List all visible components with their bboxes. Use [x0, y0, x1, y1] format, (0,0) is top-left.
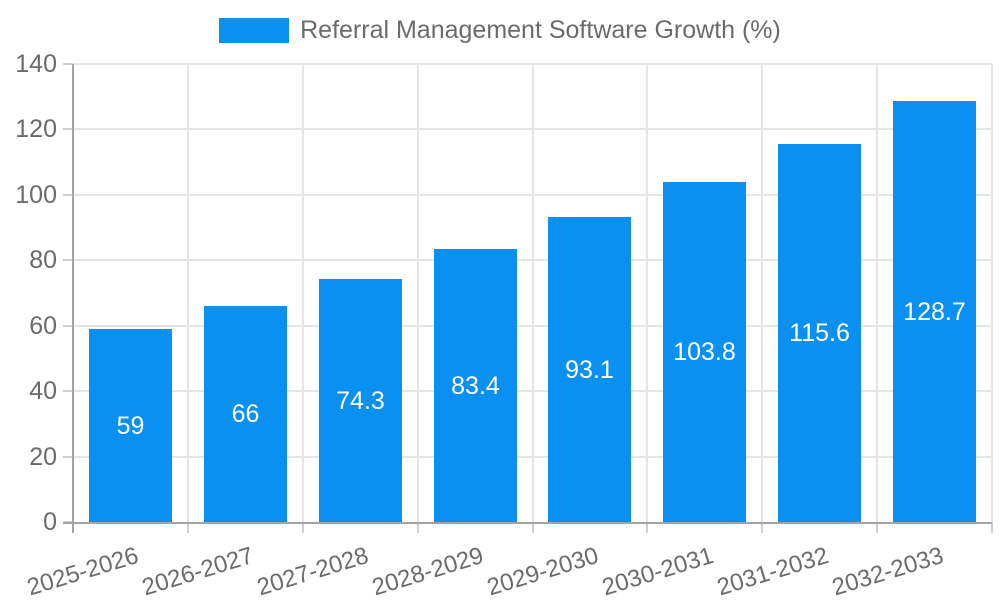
x-tick-label: 2027-2028 — [254, 542, 372, 600]
y-tick-mark — [63, 456, 73, 458]
x-tick-label: 2030-2031 — [599, 542, 717, 600]
x-tick-label: 2029-2030 — [484, 542, 602, 600]
bar-value-label: 115.6 — [789, 319, 850, 347]
bar-value-label: 66 — [231, 400, 260, 428]
bar[interactable] — [663, 182, 746, 522]
x-tick-mark — [532, 522, 534, 533]
x-gridline — [532, 64, 534, 522]
y-tick-label: 40 — [29, 377, 57, 405]
x-gridline — [991, 64, 993, 522]
y-axis-line — [72, 64, 74, 522]
y-tick-label: 100 — [15, 181, 57, 209]
legend-label: Referral Management Software Growth (%) — [300, 16, 781, 44]
x-tick-mark — [761, 522, 763, 533]
y-tick-mark — [63, 128, 73, 130]
bar-value-label: 103.8 — [673, 338, 736, 366]
bar[interactable] — [893, 101, 976, 522]
y-tick-label: 0 — [43, 508, 57, 536]
y-tick-mark — [63, 390, 73, 392]
y-tick-mark — [63, 194, 73, 196]
x-tick-mark — [991, 522, 993, 533]
y-tick-label: 140 — [15, 50, 57, 78]
legend[interactable]: Referral Management Software Growth (%) — [0, 16, 1000, 45]
x-tick-mark — [646, 522, 648, 533]
bar-value-label: 59 — [116, 412, 145, 440]
x-tick-label: 2028-2029 — [369, 542, 487, 600]
y-tick-label: 120 — [15, 115, 57, 143]
bar-value-label: 93.1 — [565, 356, 614, 384]
y-tick-label: 80 — [29, 246, 57, 274]
x-tick-mark — [876, 522, 878, 533]
x-tick-mark — [72, 522, 74, 533]
bar[interactable] — [778, 144, 861, 522]
x-gridline — [417, 64, 419, 522]
x-tick-label: 2026-2027 — [139, 542, 257, 600]
x-gridline — [761, 64, 763, 522]
x-tick-label: 2031-2032 — [714, 542, 832, 600]
bar-value-label: 128.7 — [903, 298, 966, 326]
x-tick-label: 2025-2026 — [24, 542, 142, 600]
x-gridline — [646, 64, 648, 522]
bar-value-label: 83.4 — [451, 372, 500, 400]
y-tick-label: 20 — [29, 443, 57, 471]
bar[interactable] — [319, 279, 402, 522]
bar[interactable] — [204, 306, 287, 522]
y-tick-mark — [63, 63, 73, 65]
bar[interactable] — [89, 329, 172, 522]
x-gridline — [876, 64, 878, 522]
x-gridline — [187, 64, 189, 522]
x-gridline — [302, 64, 304, 522]
x-axis-line — [63, 522, 992, 524]
y-tick-mark — [63, 325, 73, 327]
x-tick-label: 2032-2033 — [829, 542, 947, 600]
bar[interactable] — [434, 249, 517, 522]
y-tick-mark — [63, 259, 73, 261]
legend-swatch — [219, 18, 290, 43]
bar[interactable] — [548, 217, 631, 522]
x-tick-mark — [302, 522, 304, 533]
bar-value-label: 74.3 — [336, 387, 385, 415]
x-tick-mark — [417, 522, 419, 533]
x-tick-mark — [187, 522, 189, 533]
y-tick-label: 60 — [29, 312, 57, 340]
